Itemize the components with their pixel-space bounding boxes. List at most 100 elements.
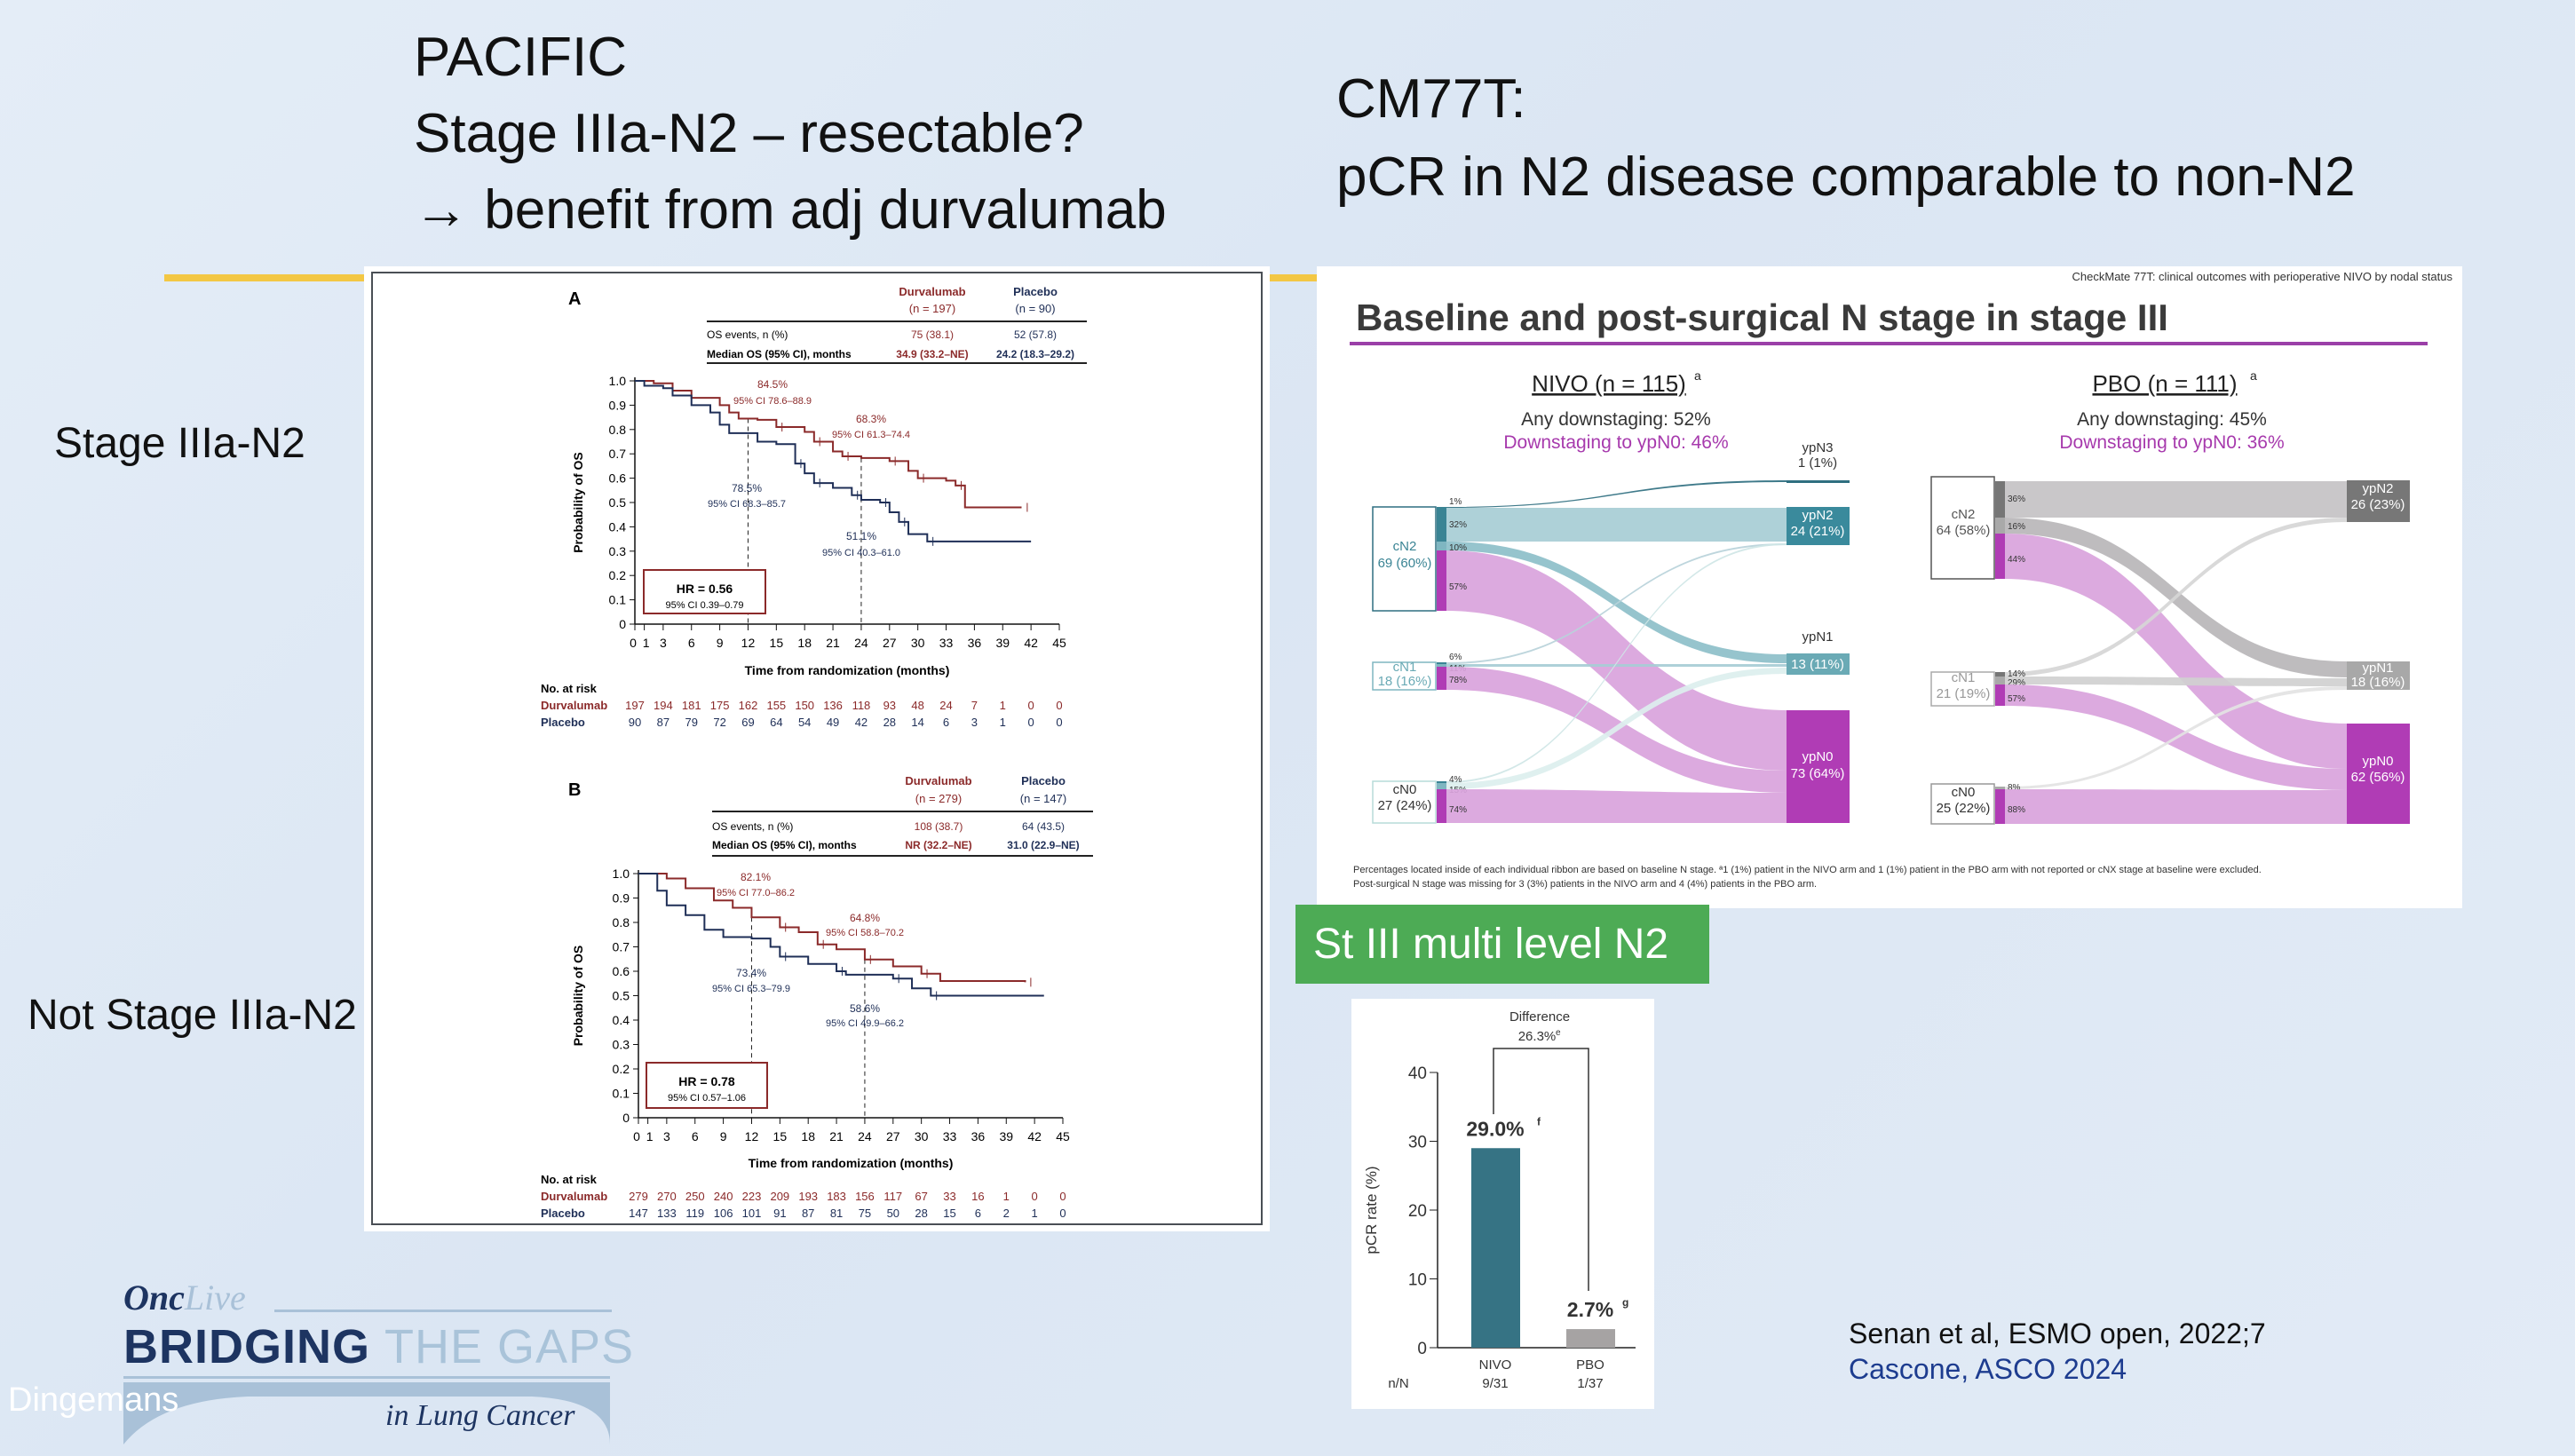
row-label-not-stage-iiia-n2: Not Stage IIIa-N2 — [28, 992, 357, 1039]
km-curve-durvalumab — [635, 380, 1022, 509]
sankey-target-count: 26 (23%) — [2351, 497, 2405, 512]
sankey-source-segment — [1437, 789, 1446, 823]
x-tick-label: 42 — [1024, 636, 1038, 650]
risk-arm-label: Placebo — [541, 1207, 585, 1220]
panel-label: B — [568, 780, 581, 800]
risk-value: 24 — [939, 699, 952, 712]
hazard-ratio: HR = 0.56 — [677, 582, 733, 596]
table-row-label: Median OS (95% CI), months — [712, 839, 857, 851]
left-title-line: PACIFIC — [414, 27, 627, 88]
pcr-nN-value: 9/31 — [1482, 1376, 1508, 1391]
landmark-ci: 95% CI 61.3–74.4 — [832, 430, 910, 440]
y-tick-label: 1.0 — [613, 866, 630, 881]
sankey-flow-percent: 32% — [1449, 520, 1467, 530]
risk-value: 223 — [742, 1190, 762, 1203]
risk-value: 193 — [798, 1190, 818, 1203]
x-tick-label: 18 — [801, 1129, 815, 1143]
sankey-flow-percent: 74% — [1449, 805, 1467, 815]
pcr-y-tick-label: 20 — [1408, 1202, 1427, 1221]
y-tick-label: 0.8 — [613, 915, 630, 930]
pcr-y-axis-title: pCR rate (%) — [1363, 1166, 1380, 1254]
risk-value: 33 — [943, 1190, 955, 1203]
risk-value: 90 — [629, 716, 641, 729]
sankey-target-label: ypN1 — [1802, 629, 1833, 645]
x-tick-label: 12 — [745, 1129, 759, 1143]
sankey-flow-percent: 44% — [2008, 555, 2025, 565]
landmark-ci: 95% CI 40.3–61.0 — [822, 548, 900, 558]
sankey-target-count: 13 (11%) — [1791, 657, 1844, 672]
legend-placebo: Placebo — [1013, 285, 1058, 298]
risk-value: 156 — [855, 1190, 875, 1203]
x-tick-label: 39 — [995, 636, 1010, 650]
panel-label: A — [568, 289, 581, 309]
sankey-footnote: Post-surgical N stage was missing for 3 … — [1353, 879, 1817, 890]
sankey-target-ypn1 — [2347, 661, 2410, 690]
risk-value: 72 — [713, 716, 725, 729]
y-axis-title: Probability of OS — [571, 452, 585, 553]
risk-value: 2 — [1003, 1207, 1010, 1220]
hr-box — [646, 1062, 768, 1109]
sankey-title: Baseline and post-surgical N stage in st… — [1356, 297, 2168, 338]
pcr-difference-sup: e — [1556, 1028, 1561, 1038]
x-tick-label: 1 — [643, 636, 650, 650]
sankey-target-count: 62 (56%) — [2351, 770, 2405, 785]
hazard-ratio: HR = 0.78 — [678, 1074, 735, 1088]
y-tick-label: 0.4 — [613, 1013, 630, 1027]
sankey-flow-percent: 1% — [1449, 497, 1462, 507]
x-tick-label: 3 — [660, 636, 667, 650]
left-title-line: Stage IIIa-N2 – resectable? — [414, 103, 1084, 164]
sankey-source-segment — [1995, 684, 2005, 706]
risk-value: 119 — [685, 1207, 704, 1220]
risk-value: 1 — [1000, 699, 1006, 712]
sankey-source-cn2 — [1372, 506, 1437, 612]
risk-value: 81 — [830, 1207, 843, 1220]
logo-the-gaps: THE GAPS — [384, 1320, 635, 1373]
landmark-ci: 95% CI 68.3–85.7 — [708, 499, 786, 510]
citation-senan: Senan et al, ESMO open, 2022;7 — [1849, 1318, 2266, 1349]
landmark-value: 68.3% — [856, 413, 886, 425]
logo-brand-live: Live — [184, 1278, 246, 1318]
pcr-difference-value: 26.3% — [1518, 1029, 1557, 1044]
sankey-ribbon-cn0-ypn2 — [1446, 543, 1787, 783]
risk-value: 101 — [742, 1207, 762, 1220]
risk-value: 6 — [975, 1207, 981, 1220]
y-tick-label: 0.4 — [609, 519, 627, 534]
logo-in-lung-cancer: in Lung Cancer — [385, 1399, 575, 1432]
y-tick-label: 0.9 — [613, 891, 630, 906]
pcr-difference-bracket — [1493, 1048, 1589, 1291]
km-figure-border — [371, 272, 1263, 1225]
y-tick-label: 0.9 — [609, 398, 627, 412]
pcr-value-sup: g — [1622, 1296, 1628, 1309]
sankey-target-ypn2 — [1787, 507, 1850, 545]
sankey-footnote: Percentages located inside of each indiv… — [1353, 865, 2262, 875]
downstaging-to-ypn0: Downstaging to ypN0: 46% — [1503, 432, 1728, 453]
table-value-placebo: 24.2 (18.3–29.2) — [996, 348, 1074, 360]
sankey-flow-percent: 4% — [1449, 775, 1462, 785]
y-tick-label: 0.3 — [609, 544, 627, 558]
table-value-durvalumab: 108 (38.7) — [915, 820, 963, 833]
sankey-target-label: ypN2 — [2362, 481, 2393, 496]
sankey-source-count: 25 (22%) — [1937, 801, 1991, 816]
risk-value: 183 — [827, 1190, 846, 1203]
risk-value: 54 — [798, 716, 811, 729]
risk-value: 49 — [827, 716, 839, 729]
sankey-flow-percent: 16% — [2008, 522, 2025, 532]
y-tick-label: 0.3 — [613, 1038, 630, 1052]
downstaging-to-ypn0: Downstaging to ypN0: 36% — [2059, 432, 2284, 453]
risk-value: 28 — [915, 1207, 927, 1220]
risk-value: 0 — [1028, 699, 1034, 712]
landmark-value: 58.6% — [850, 1002, 880, 1015]
sankey-source-count: 69 (60%) — [1378, 556, 1432, 571]
risk-value: 75 — [859, 1207, 871, 1220]
sankey-flow-percent: 8% — [2008, 783, 2021, 793]
logo-brand-onc: Onc — [123, 1278, 185, 1318]
any-downstaging: Any downstaging: 45% — [2077, 409, 2267, 430]
sankey-source-cn0 — [1372, 780, 1437, 824]
landmark-value: 51.1% — [846, 530, 876, 542]
risk-value: 79 — [685, 716, 697, 729]
x-tick-label: 33 — [939, 636, 954, 650]
sankey-arm-sup: a — [2250, 368, 2257, 383]
sankey-source-segment — [1995, 789, 2005, 824]
risk-value: 1 — [1032, 1207, 1038, 1220]
sankey-ribbon-cn2-ypn0 — [2005, 534, 2347, 769]
